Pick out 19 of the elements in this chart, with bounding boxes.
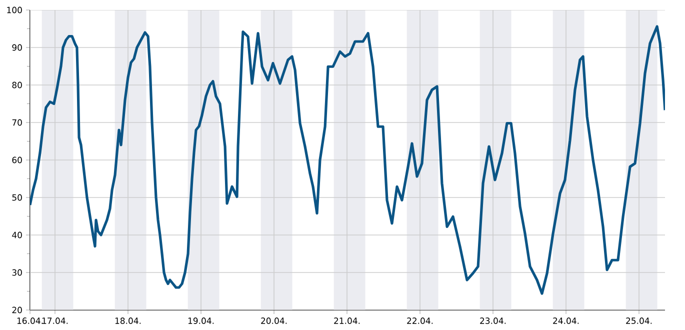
y-tick-label: 20 xyxy=(12,306,22,314)
x-tick-label: 24.04. xyxy=(553,318,579,324)
x-tick-label: 21.04. xyxy=(334,318,360,324)
y-tick-label: 90 xyxy=(12,44,22,51)
x-tick-label: 17.04. xyxy=(42,318,68,324)
y-tick-label: 70 xyxy=(12,119,22,126)
y-tick-label: 80 xyxy=(12,82,22,88)
y-tick-label: 60 xyxy=(12,156,22,164)
x-tick-label: 25.04. xyxy=(626,318,652,324)
y-tick-label: 40 xyxy=(12,232,22,238)
x-tick-label: 23.04. xyxy=(480,318,506,324)
x-tick-label: 18.04. xyxy=(115,318,141,324)
y-tick-label: 50 xyxy=(12,194,22,201)
x-tick-label: 19.04. xyxy=(188,318,214,324)
x-tick-label: 20.04. xyxy=(261,318,287,324)
y-tick-label: 30 xyxy=(12,269,22,276)
x-tick-label: 22.04. xyxy=(407,318,433,324)
y-tick-label: 100 xyxy=(7,6,22,14)
x-tick-label: 16.04. xyxy=(17,318,43,324)
